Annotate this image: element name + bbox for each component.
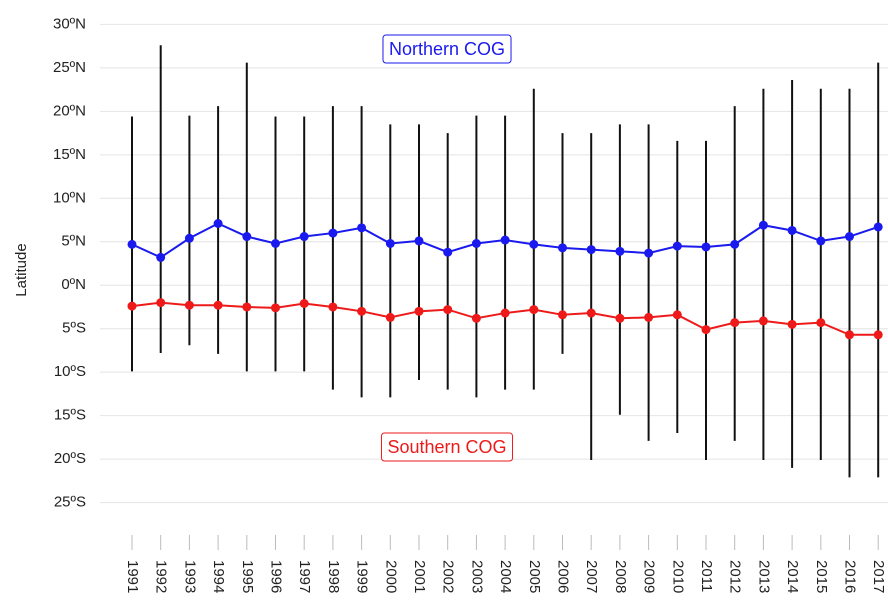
x-tick-label: 1997	[296, 560, 313, 593]
cog-point	[586, 308, 596, 318]
cog-point	[443, 305, 453, 315]
cog-point	[701, 325, 711, 335]
cog-point	[414, 306, 424, 316]
cog-point	[184, 300, 194, 310]
x-tick-label: 1999	[354, 560, 371, 593]
cog-point	[242, 232, 252, 242]
y-tick-label: 5ºS	[62, 320, 86, 337]
cog-point	[845, 232, 854, 242]
cog-point	[357, 306, 367, 316]
x-tick-label: 2011	[698, 560, 715, 592]
x-tick-label: 1995	[239, 560, 256, 593]
y-tick-label: 15ºS	[54, 407, 86, 424]
cog-point	[758, 316, 768, 326]
y-tick-label: 0ºN	[61, 276, 86, 293]
x-tick-label: 2002	[440, 560, 457, 593]
x-tick-label: 1993	[181, 560, 198, 593]
cog-point	[529, 305, 539, 315]
x-tick-label: 1998	[325, 560, 342, 593]
cog-point	[816, 236, 826, 246]
cog-point	[213, 219, 223, 229]
cog-point	[328, 302, 338, 312]
cog-point	[242, 302, 252, 312]
cog-point	[758, 220, 768, 230]
cog-point	[271, 303, 280, 313]
x-tick-label: 2015	[813, 560, 830, 593]
x-tick-label: 2000	[382, 560, 399, 593]
y-tick-label: 20ºN	[53, 102, 86, 119]
cog-point	[529, 239, 539, 249]
cog-point	[787, 319, 797, 329]
cog-point	[672, 310, 682, 320]
legend-label: Southern COG	[387, 437, 506, 457]
cog-point	[586, 245, 596, 255]
cog-point	[615, 246, 625, 256]
y-tick-label: 10ºN	[53, 189, 86, 206]
cog-point	[558, 243, 567, 253]
legend-label: Northern COG	[389, 39, 505, 59]
y-tick-label: 30ºN	[53, 15, 86, 32]
cog-point	[672, 241, 682, 251]
cog-point	[730, 239, 740, 249]
x-tick-label: 2003	[468, 560, 485, 593]
y-tick-label: 15ºN	[53, 146, 86, 163]
cog-point	[644, 312, 654, 322]
cog-point	[787, 225, 797, 235]
cog-point	[414, 236, 424, 246]
cog-point	[500, 235, 510, 245]
cog-point	[816, 318, 826, 328]
y-tick-label: 20ºS	[54, 450, 86, 467]
x-tick-label: 2014	[784, 560, 801, 593]
cog-point	[558, 310, 567, 320]
legend-box	[382, 34, 512, 64]
cog-point	[357, 223, 367, 233]
y-tick-label: 5ºN	[61, 233, 86, 250]
x-tick-label: 2010	[669, 560, 686, 593]
cog-point	[156, 252, 166, 262]
x-tick-label: 1992	[153, 560, 170, 593]
x-tick-label: 2004	[497, 560, 514, 593]
x-tick-label: 1994	[210, 560, 227, 593]
cog-point	[701, 242, 711, 252]
cog-point	[500, 308, 510, 318]
x-tick-label: 1996	[268, 560, 285, 593]
x-tick-label: 2009	[641, 560, 658, 593]
cog-point	[443, 247, 453, 257]
cog-point	[156, 298, 166, 308]
x-tick-label: 2008	[612, 560, 629, 593]
x-tick-label: 2001	[411, 560, 428, 593]
x-tick-label: 2006	[555, 560, 572, 593]
cog-point	[873, 330, 883, 340]
y-axis-title: Latitude	[13, 243, 30, 296]
cog-point	[213, 300, 223, 310]
cog-point	[127, 301, 137, 311]
cog-point	[471, 239, 481, 249]
y-tick-label: 25ºS	[54, 494, 86, 511]
x-tick-label: 2016	[842, 560, 859, 593]
cog-point	[471, 313, 481, 323]
legend-box	[380, 432, 514, 462]
cog-point	[615, 313, 625, 323]
x-tick-label: 2005	[526, 560, 543, 593]
cog-point	[299, 232, 309, 242]
x-tick-label: 2007	[583, 560, 600, 593]
cog-point	[271, 239, 280, 249]
cog-point	[644, 248, 654, 258]
cog-point	[730, 318, 740, 328]
cog-point	[845, 330, 854, 340]
cog-point	[127, 239, 137, 249]
cog-point	[385, 312, 395, 322]
cog-point	[299, 298, 309, 308]
y-tick-label: 25ºN	[53, 59, 86, 76]
cog-point	[184, 233, 194, 243]
y-tick-label: 10ºS	[54, 363, 86, 380]
x-tick-label: 2017	[870, 560, 887, 593]
x-tick-label: 2013	[755, 560, 772, 593]
x-tick-label: 1991	[124, 560, 141, 593]
cog-point	[385, 239, 395, 249]
x-tick-label: 2012	[727, 560, 744, 593]
cog-point	[328, 228, 338, 238]
cog-point	[873, 222, 883, 232]
